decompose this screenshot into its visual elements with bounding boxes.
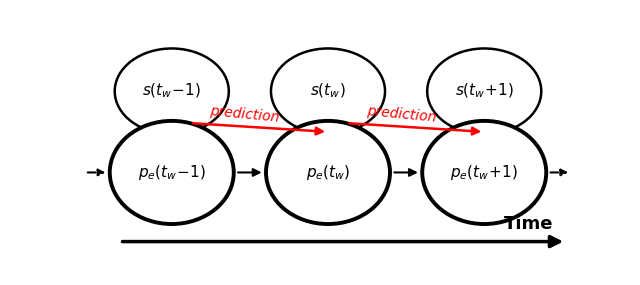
Text: $s(t_w\!-\!1)$: $s(t_w\!-\!1)$ — [142, 82, 202, 100]
Ellipse shape — [110, 121, 234, 224]
Text: $p_e(t_w\!-\!1)$: $p_e(t_w\!-\!1)$ — [138, 163, 205, 182]
Text: prediction: prediction — [209, 104, 280, 124]
Ellipse shape — [422, 121, 547, 224]
Text: $s(t_w)$: $s(t_w)$ — [310, 82, 346, 100]
Ellipse shape — [115, 48, 229, 134]
Text: $p_e(t_w\!+\!1)$: $p_e(t_w\!+\!1)$ — [451, 163, 518, 182]
Text: $s(t_w\!+\!1)$: $s(t_w\!+\!1)$ — [454, 82, 514, 100]
Text: prediction: prediction — [366, 104, 436, 124]
Text: $p_e(t_w)$: $p_e(t_w)$ — [306, 163, 350, 182]
Text: Time: Time — [504, 215, 554, 233]
Ellipse shape — [266, 121, 390, 224]
Ellipse shape — [428, 48, 541, 134]
Ellipse shape — [271, 48, 385, 134]
